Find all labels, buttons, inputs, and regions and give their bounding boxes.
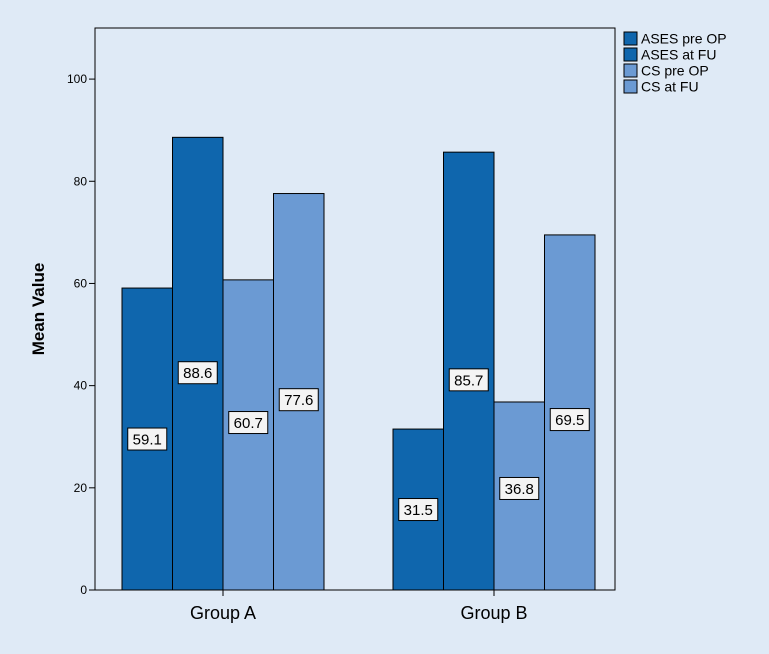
data-label-text: 31.5: [404, 502, 433, 519]
legend-label: ASES at FU: [641, 47, 716, 63]
data-label-box: [499, 476, 540, 500]
data-label-box: [448, 368, 489, 392]
y-axis-ticks: 0 20 40 60 80 100: [67, 72, 95, 597]
legend-item: CS at FU: [623, 79, 699, 95]
data-label: 59.1: [127, 427, 168, 451]
data-label: 31.5: [398, 498, 439, 522]
y-tick-label: 0: [80, 583, 87, 597]
data-label: 69.5: [549, 408, 590, 432]
x-category-label: Group B: [460, 603, 527, 623]
legend-swatch: [623, 47, 638, 62]
data-label-text: 85.7: [454, 372, 483, 389]
legend-label: CS pre OP: [641, 63, 709, 79]
data-label-text: 88.6: [183, 365, 212, 382]
data-label: 88.6: [177, 361, 218, 385]
y-tick-label: 40: [74, 379, 88, 393]
x-axis-ticks: Group A Group B: [190, 590, 528, 623]
data-label: 85.7: [448, 368, 489, 392]
data-label: 36.8: [499, 476, 540, 500]
legend-item: CS pre OP: [623, 63, 709, 79]
data-label-text: 59.1: [133, 432, 162, 449]
data-label-box: [228, 411, 269, 435]
data-label: 60.7: [228, 411, 269, 435]
legend-label: ASES pre OP: [641, 31, 727, 47]
data-label-box: [549, 408, 590, 432]
data-label-text: 77.6: [284, 392, 313, 409]
data-label-box: [398, 498, 439, 522]
x-category-label: Group A: [190, 603, 256, 623]
y-tick-label: 60: [74, 276, 88, 290]
legend-item: ASES pre OP: [623, 31, 727, 47]
y-tick-label: 80: [74, 174, 88, 188]
legend-swatch: [623, 31, 638, 46]
data-label-text: 60.7: [234, 415, 263, 432]
legend-swatch: [623, 63, 638, 78]
bar: [222, 279, 274, 591]
data-label-box: [127, 427, 168, 451]
legend-swatch: [623, 79, 638, 94]
data-label-box: [278, 388, 319, 412]
data-labels: 59.1 88.6 60.7 77.6 31.5 85.7 36.8 69.5: [127, 361, 590, 522]
data-label: 77.6: [278, 388, 319, 412]
data-label-text: 36.8: [505, 481, 534, 498]
data-label-box: [177, 361, 218, 385]
legend-label: CS at FU: [641, 79, 699, 95]
data-label-text: 69.5: [555, 412, 584, 429]
y-tick-label: 100: [67, 72, 87, 86]
y-axis-label: Mean Value: [29, 263, 48, 356]
legend-item: ASES at FU: [623, 47, 716, 63]
y-tick-label: 20: [74, 481, 88, 495]
